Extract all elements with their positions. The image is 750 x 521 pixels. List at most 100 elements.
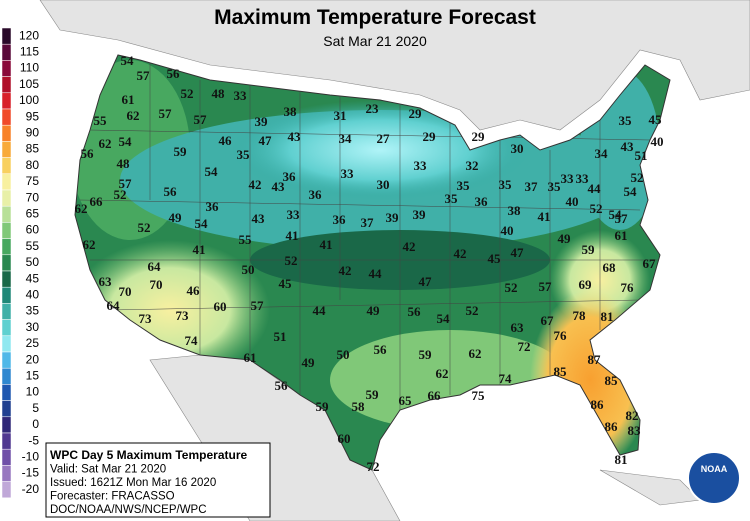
temperature-label: 59 bbox=[419, 347, 433, 362]
temperature-label: 59 bbox=[366, 387, 380, 402]
legend-label: 35 bbox=[26, 304, 40, 318]
legend-swatch bbox=[1, 303, 12, 320]
temperature-label: 86 bbox=[605, 419, 619, 434]
temperature-label: 29 bbox=[423, 129, 437, 144]
temperature-label: 54 bbox=[205, 164, 219, 179]
temperature-label: 52 bbox=[138, 220, 151, 235]
info-line: Forecaster: FRACASSO bbox=[50, 491, 175, 503]
temperature-label: 23 bbox=[366, 101, 380, 116]
temperature-label: 49 bbox=[367, 303, 381, 318]
temperature-label: 59 bbox=[316, 399, 330, 414]
legend-swatch bbox=[1, 448, 12, 466]
legend-label: 10 bbox=[26, 385, 40, 399]
legend-label: 90 bbox=[26, 125, 40, 139]
temperature-label: 51 bbox=[635, 148, 648, 163]
temperature-label: 57 bbox=[251, 298, 265, 313]
temperature-label: 32 bbox=[466, 158, 479, 173]
legend-label: 60 bbox=[26, 223, 40, 237]
legend-swatch bbox=[1, 124, 12, 142]
legend-swatch bbox=[1, 43, 12, 61]
temperature-label: 86 bbox=[591, 397, 605, 412]
temperature-label: 54 bbox=[195, 216, 209, 231]
logo bbox=[687, 451, 741, 505]
legend-label: 0 bbox=[32, 417, 39, 431]
temperature-label: 39 bbox=[413, 207, 427, 222]
temperature-label: 27 bbox=[377, 131, 391, 146]
temperature-label: 35 bbox=[445, 191, 459, 206]
temperature-label: 43 bbox=[621, 139, 635, 154]
legend-label: -5 bbox=[28, 433, 39, 447]
temperature-label: 54 bbox=[609, 207, 623, 222]
temperature-label: 81 bbox=[615, 452, 628, 467]
temperature-label: 30 bbox=[511, 141, 524, 156]
temperature-label: 42 bbox=[403, 239, 416, 254]
legend: 1201151101051009590858075706560555045403… bbox=[1, 27, 40, 499]
temperature-label: 30 bbox=[377, 177, 390, 192]
temperature-label: 73 bbox=[139, 311, 153, 326]
legend-label: 80 bbox=[26, 158, 40, 172]
temperature-label: 73 bbox=[176, 308, 190, 323]
legend-swatch bbox=[1, 351, 12, 369]
temperature-label: 48 bbox=[212, 86, 226, 101]
temperature-label: 61 bbox=[122, 92, 135, 107]
legend-swatch bbox=[1, 27, 12, 45]
temperature-label: 85 bbox=[605, 373, 619, 388]
temperature-label: 70 bbox=[150, 277, 163, 292]
temperature-label: 43 bbox=[288, 129, 302, 144]
legend-swatch bbox=[1, 319, 12, 337]
temperature-label: 62 bbox=[83, 237, 96, 252]
temperature-label: 75 bbox=[472, 388, 486, 403]
legend-swatch bbox=[1, 238, 12, 256]
legend-label: 15 bbox=[26, 368, 40, 382]
temperature-label: 37 bbox=[361, 215, 375, 230]
temperature-label: 48 bbox=[117, 156, 131, 171]
temperature-label: 83 bbox=[628, 423, 642, 438]
temperature-label: 62 bbox=[75, 201, 88, 216]
temperature-label: 40 bbox=[566, 194, 579, 209]
legend-swatch bbox=[1, 157, 12, 175]
logo-text: NOAA bbox=[701, 464, 728, 474]
temperature-label: 63 bbox=[511, 320, 525, 335]
temperature-label: 69 bbox=[579, 277, 593, 292]
temperature-label: 58 bbox=[352, 399, 366, 414]
legend-label: 5 bbox=[32, 401, 39, 415]
temperature-label: 36 bbox=[283, 169, 297, 184]
temperature-label: 70 bbox=[119, 284, 132, 299]
temperature-label: 34 bbox=[595, 146, 609, 161]
temperature-label: 66 bbox=[428, 388, 442, 403]
temperature-label: 65 bbox=[399, 393, 413, 408]
legend-label: 85 bbox=[26, 142, 40, 156]
temperature-label: 72 bbox=[367, 459, 380, 474]
temperature-label: 54 bbox=[121, 53, 135, 68]
temperature-label: 55 bbox=[239, 232, 253, 247]
state-lines bbox=[79, 60, 660, 410]
temperature-label: 54 bbox=[624, 184, 638, 199]
temperature-label: 60 bbox=[214, 299, 227, 314]
temperature-label: 43 bbox=[272, 179, 286, 194]
temperature-label: 52 bbox=[505, 280, 518, 295]
temperature-label: 62 bbox=[127, 108, 140, 123]
temperature-label: 62 bbox=[469, 346, 482, 361]
legend-label: 75 bbox=[26, 174, 40, 188]
temperature-label: 57 bbox=[194, 112, 208, 127]
temperature-label: 55 bbox=[94, 113, 108, 128]
temperature-label: 45 bbox=[649, 112, 663, 127]
temperature-label: 35 bbox=[619, 113, 633, 128]
temperature-label: 39 bbox=[386, 210, 400, 225]
legend-swatch bbox=[1, 76, 12, 94]
legend-swatch bbox=[1, 173, 12, 191]
legend-swatch bbox=[1, 481, 12, 499]
temperature-label: 33 bbox=[561, 171, 575, 186]
temperature-label: 40 bbox=[651, 134, 664, 149]
temperature-label: 41 bbox=[193, 242, 206, 257]
temperature-label: 33 bbox=[287, 207, 301, 222]
info-line: DOC/NOAA/NWS/NCEP/WPC bbox=[50, 504, 207, 516]
legend-label: -15 bbox=[22, 466, 40, 480]
legend-swatch bbox=[1, 270, 12, 288]
background-land bbox=[39, 0, 750, 521]
temperature-label: 35 bbox=[499, 177, 513, 192]
temperature-label: 52 bbox=[114, 187, 127, 202]
legend-swatch bbox=[1, 286, 12, 304]
legend-label: 120 bbox=[19, 28, 39, 42]
temperature-label: 36 bbox=[309, 187, 323, 202]
